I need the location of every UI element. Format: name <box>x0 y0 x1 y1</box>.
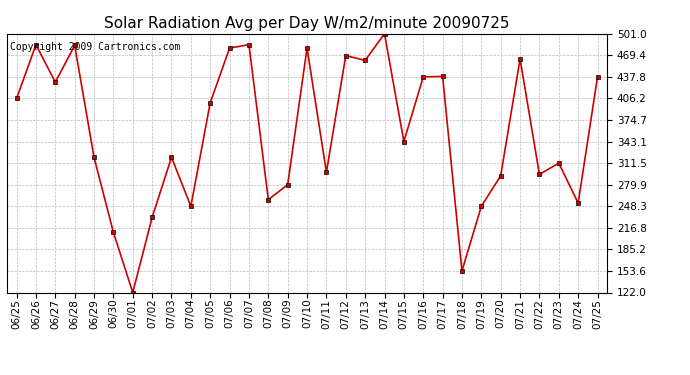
Title: Solar Radiation Avg per Day W/m2/minute 20090725: Solar Radiation Avg per Day W/m2/minute … <box>104 16 510 31</box>
Text: Copyright 2009 Cartronics.com: Copyright 2009 Cartronics.com <box>10 42 180 51</box>
